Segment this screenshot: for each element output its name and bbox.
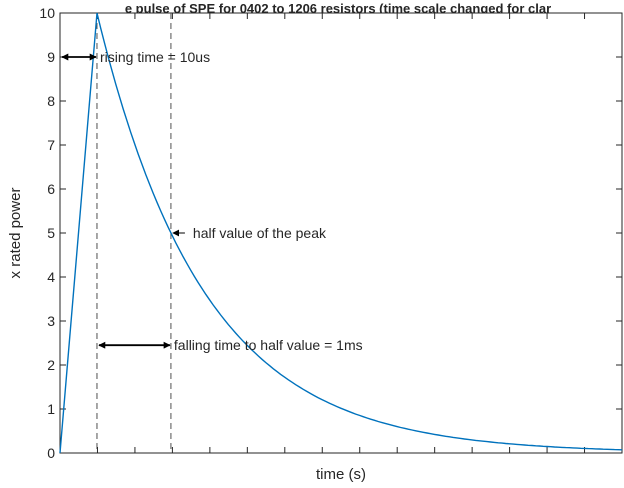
y-tick-label: 2 (47, 357, 55, 373)
y-tick-label: 1 (47, 401, 55, 417)
y-tick-label: 7 (47, 137, 55, 153)
y-tick-label: 5 (47, 225, 55, 241)
x-axis-ticks (96, 13, 586, 453)
chart-title: e pulse of SPE for 0402 to 1206 resistor… (125, 1, 551, 16)
annotations: rising time = 10us half value of the peak… (61, 49, 363, 353)
series-line-pulse (59, 12, 623, 454)
annotation-label: half value of the peak (193, 225, 327, 241)
plot-area (59, 12, 623, 454)
x-axis-label: time (s) (316, 466, 366, 483)
y-tick-label: 10 (39, 5, 55, 21)
y-tick-label: 3 (47, 313, 55, 329)
y-tick-label: 6 (47, 181, 55, 197)
y-axis-label: x rated power (7, 188, 24, 279)
y-tick-label: 8 (47, 93, 55, 109)
annotation-label: rising time = 10us (100, 49, 210, 65)
y-axis-ticks: 0 1 2 3 4 5 6 7 8 9 10 (39, 5, 622, 461)
y-tick-label: 4 (47, 269, 55, 285)
y-tick-label: 9 (47, 49, 55, 65)
y-tick-label: 0 (47, 445, 55, 461)
annotation-label: falling time to half value = 1ms (174, 337, 363, 353)
